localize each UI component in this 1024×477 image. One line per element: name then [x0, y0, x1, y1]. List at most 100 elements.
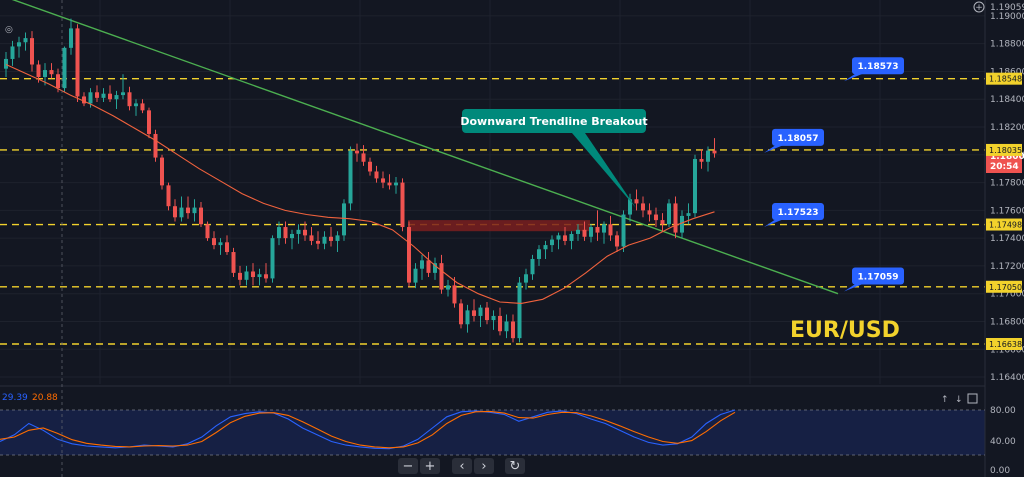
callout-pointer: [844, 73, 864, 82]
candle-body: [706, 150, 710, 162]
candle-body: [641, 203, 645, 211]
scroll-right-button[interactable]: [474, 458, 494, 474]
candle-body: [647, 210, 652, 215]
annotation-text: Downward Trendline Breakout: [460, 115, 647, 128]
candle-body: [257, 274, 262, 278]
oscillator-band: [0, 410, 985, 455]
zoom-out-icon: −: [403, 459, 414, 474]
pane-up-icon[interactable]: ↑: [941, 395, 949, 405]
candle-body: [82, 96, 86, 104]
price-tick-label: 1.18600: [990, 67, 1024, 77]
candle-body: [134, 103, 138, 107]
candle-body: [680, 215, 684, 233]
candle-body: [192, 207, 197, 214]
candle-body: [205, 224, 210, 239]
candle-body: [296, 229, 301, 234]
moving-average-line: [5, 63, 715, 304]
candle-body: [465, 310, 470, 325]
candle-body: [693, 158, 697, 214]
candle-body: [140, 103, 145, 111]
candle-body: [264, 274, 268, 279]
candle-body: [166, 185, 171, 207]
candle-body: [699, 158, 704, 162]
candle-body: [485, 307, 489, 321]
candle-body: [504, 321, 509, 332]
annotation-pointer: [572, 133, 636, 208]
callout-box: [772, 203, 824, 221]
level-price-label: 1.18548: [989, 75, 1022, 84]
candle-body: [335, 235, 340, 241]
candle-body: [673, 203, 678, 233]
eye-icon[interactable]: ◎: [5, 25, 13, 35]
price-tick-label: 1.17200: [990, 262, 1024, 272]
candlesticks: [4, 18, 717, 343]
candle-body: [686, 213, 691, 216]
candle-body: [459, 303, 463, 325]
annotation-box: [462, 109, 646, 133]
add-icon-glyph: +: [975, 3, 983, 13]
stochastic-k-line: [0, 409, 736, 450]
candle-body: [387, 182, 392, 186]
pane-down-icon[interactable]: ↓: [955, 395, 963, 405]
callout-box: [852, 267, 904, 285]
candle-body: [348, 150, 353, 204]
candle-body: [4, 58, 8, 69]
scroll-left-button[interactable]: [452, 458, 472, 474]
candle-body: [394, 182, 398, 186]
candle-body: [173, 206, 177, 218]
downward-trendline: [11, 0, 839, 295]
candle-body: [563, 235, 567, 241]
candle-body: [101, 93, 106, 98]
osc-tick-80: 80.00: [990, 406, 1016, 416]
candle-body: [517, 282, 522, 339]
candle-body: [368, 161, 372, 172]
candle-body: [472, 310, 476, 316]
callout-label: 1.18573: [858, 62, 899, 72]
candle-body: [537, 249, 541, 259]
candle-body: [374, 171, 379, 179]
add-icon[interactable]: [973, 1, 985, 13]
callout-pointer: [764, 144, 784, 153]
candle-body: [244, 271, 249, 280]
price-axis: [985, 0, 1024, 385]
candle-body: [153, 133, 158, 158]
candle-body: [329, 236, 333, 241]
candle-body: [212, 238, 216, 246]
candle-body: [88, 92, 93, 104]
candle-body: [238, 272, 242, 280]
top-price-label: 1.19059: [990, 3, 1024, 13]
pane-maximize-icon[interactable]: [967, 393, 978, 404]
symbol-label: EUR/USD: [790, 318, 900, 343]
osc-tick-0: 0.00: [990, 466, 1010, 476]
level-price-label: 1.16638: [989, 340, 1022, 349]
candle-body: [56, 74, 60, 89]
callout-label: 1.17523: [778, 208, 819, 218]
reset-button[interactable]: [505, 458, 525, 474]
callout-pointer: [844, 283, 864, 292]
stochastic-d-line: [0, 410, 736, 449]
candle-body: [36, 64, 41, 78]
chart-controls: − + ‹ › ↻: [398, 458, 525, 474]
level-price-label: 1.17050: [989, 283, 1022, 292]
zoom-in-button[interactable]: [420, 458, 440, 474]
candle-body: [556, 235, 561, 240]
level-price-tag: [986, 337, 1022, 350]
candle-body: [49, 70, 54, 75]
osc-d-value: 20.88: [32, 393, 58, 403]
candle-body: [530, 258, 535, 275]
current-price: 1.18006: [990, 152, 1024, 162]
callout-label: 1.17059: [858, 273, 899, 283]
level-price-label: 1.17498: [989, 221, 1022, 230]
price-tick-label: 1.17400: [990, 234, 1024, 244]
candle-body: [95, 92, 99, 98]
price-tick-label: 1.17000: [990, 290, 1024, 300]
candle-body: [361, 153, 366, 162]
zoom-out-button[interactable]: [398, 458, 418, 474]
candle-body: [615, 235, 619, 247]
candle-body: [231, 252, 236, 273]
candle-body: [199, 207, 203, 225]
candle-body: [316, 240, 320, 244]
price-tick-label: 1.18200: [990, 123, 1024, 133]
candle-body: [277, 227, 281, 239]
